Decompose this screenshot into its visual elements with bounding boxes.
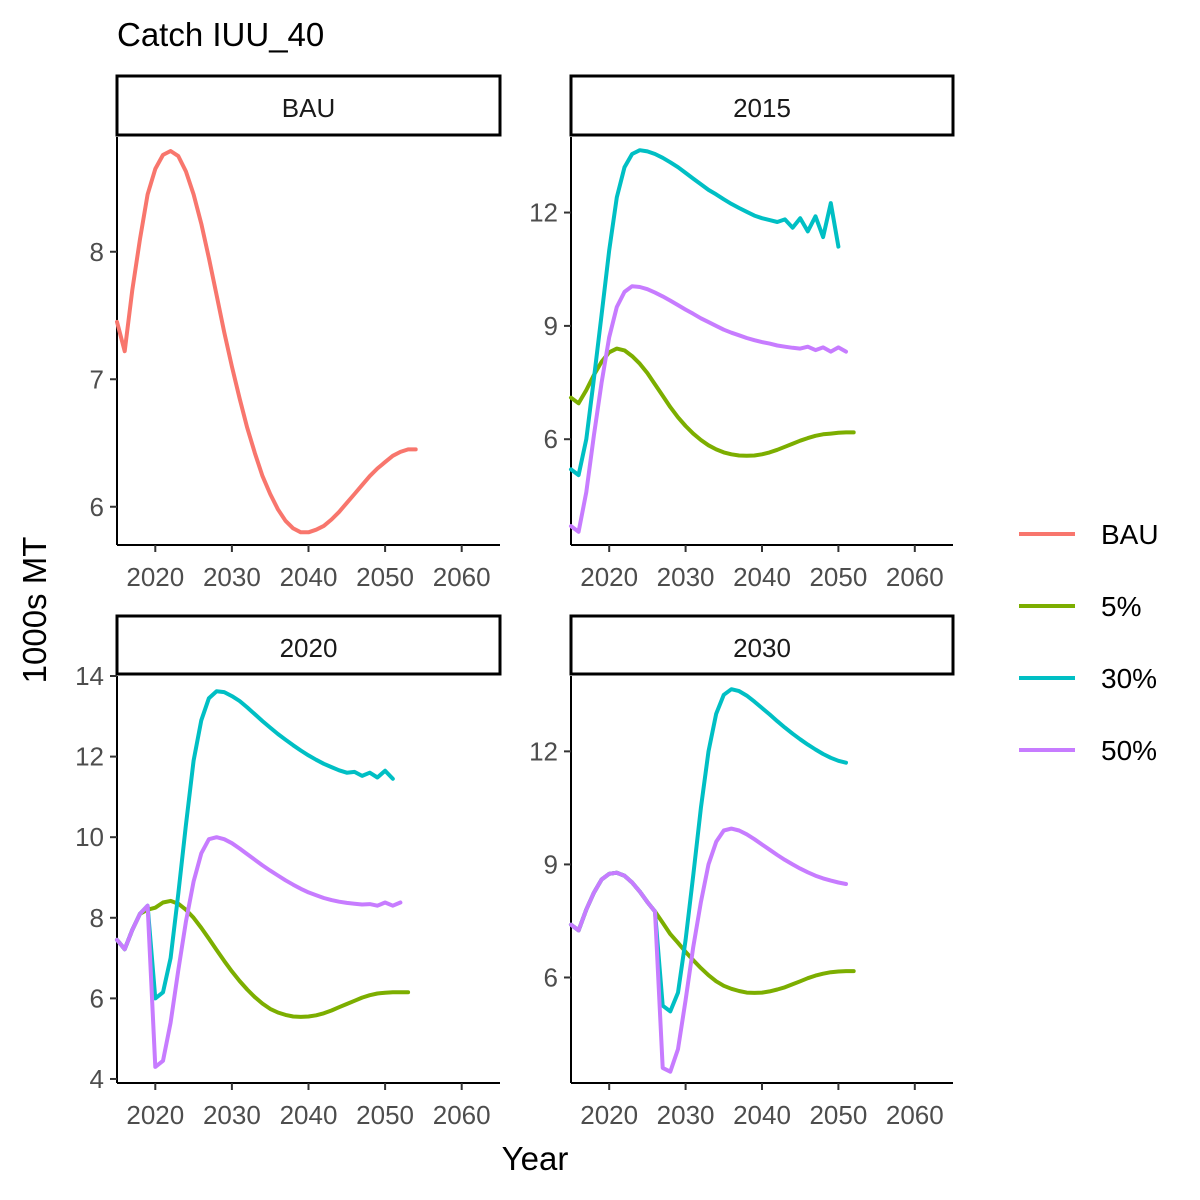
legend-item: 5% [1019, 591, 1141, 622]
x-tick-label: 2040 [733, 562, 791, 592]
y-tick-label: 8 [90, 903, 104, 933]
x-tick-label: 2050 [809, 562, 867, 592]
x-tick-label: 2050 [356, 562, 414, 592]
legend-item: 50% [1019, 735, 1157, 766]
y-tick-label: 12 [529, 198, 558, 228]
x-tick-label: 2060 [886, 1100, 944, 1130]
x-tick-label: 2030 [203, 562, 261, 592]
y-tick-label: 6 [544, 424, 558, 454]
y-tick-label: 12 [75, 742, 104, 772]
chart-title: Catch IUU_40 [117, 16, 324, 53]
y-tick-label: 4 [90, 1064, 104, 1094]
x-tick-label: 2060 [433, 1100, 491, 1130]
facet-panel: 2030 6 9 12 2020 2030 2040 2050 2060 [529, 614, 955, 1130]
x-tick-label: 2020 [580, 562, 638, 592]
facet-strip-label: 2020 [280, 633, 338, 663]
x-tick-label: 2040 [280, 1100, 338, 1130]
y-tick-label: 14 [75, 661, 104, 691]
x-tick-label: 2030 [203, 1100, 261, 1130]
x-tick-label: 2050 [809, 1100, 867, 1130]
x-tick-label: 2040 [280, 562, 338, 592]
series-line [115, 689, 395, 1001]
y-tick-label: 10 [75, 822, 104, 852]
x-tick-label: 2060 [433, 562, 491, 592]
y-tick-label: 12 [529, 736, 558, 766]
y-tick-label: 9 [544, 311, 558, 341]
y-tick-label: 6 [90, 492, 104, 522]
facet-strip [569, 74, 955, 137]
series-line [115, 835, 403, 1069]
x-tick-label: 2060 [886, 562, 944, 592]
series-line [569, 346, 856, 458]
x-tick-label: 2020 [126, 562, 184, 592]
series-line [569, 148, 841, 478]
x-tick-label: 2020 [580, 1100, 638, 1130]
facet-strip [115, 614, 502, 676]
facet-panel: BAU 6 7 8 2020 2030 2040 2050 2060 [90, 74, 502, 592]
facet-strip-label: 2015 [733, 93, 791, 123]
series-line [115, 898, 411, 1019]
series-line [569, 284, 848, 534]
x-tick-label: 2050 [356, 1100, 414, 1130]
x-tick-label: 2030 [657, 1100, 715, 1130]
y-tick-label: 7 [90, 364, 104, 394]
facet-strip [569, 614, 955, 676]
facet-panel: 2020 4 6 8 10 12 14 2020 2030 2040 2050 2060 [75, 614, 502, 1130]
y-tick-label: 6 [544, 962, 558, 992]
x-tick-label: 2040 [733, 1100, 791, 1130]
legend: BAU 5% 30% 50% [1019, 519, 1159, 766]
series-line [115, 149, 418, 535]
facet-strip-label: 2030 [733, 633, 791, 663]
x-tick-label: 2020 [126, 1100, 184, 1130]
legend-item: 30% [1019, 663, 1157, 694]
legend-item: BAU [1019, 519, 1159, 550]
facet-strip [115, 74, 502, 137]
legend-label: 5% [1101, 591, 1141, 622]
y-tick-label: 8 [90, 237, 104, 267]
facet-panel: 2015 6 9 12 2020 2030 2040 2050 2060 [529, 74, 955, 592]
legend-label: BAU [1101, 519, 1159, 550]
y-tick-label: 6 [90, 983, 104, 1013]
x-axis-label: Year [502, 1140, 569, 1177]
legend-label: 30% [1101, 663, 1157, 694]
facet-strip-label: BAU [282, 93, 335, 123]
legend-label: 50% [1101, 735, 1157, 766]
x-tick-label: 2030 [657, 562, 715, 592]
series-line [569, 826, 848, 1074]
y-axis-label: 1000s MT [16, 537, 53, 684]
y-tick-label: 9 [544, 849, 558, 879]
series-line [569, 687, 848, 1014]
series-line [569, 870, 856, 995]
